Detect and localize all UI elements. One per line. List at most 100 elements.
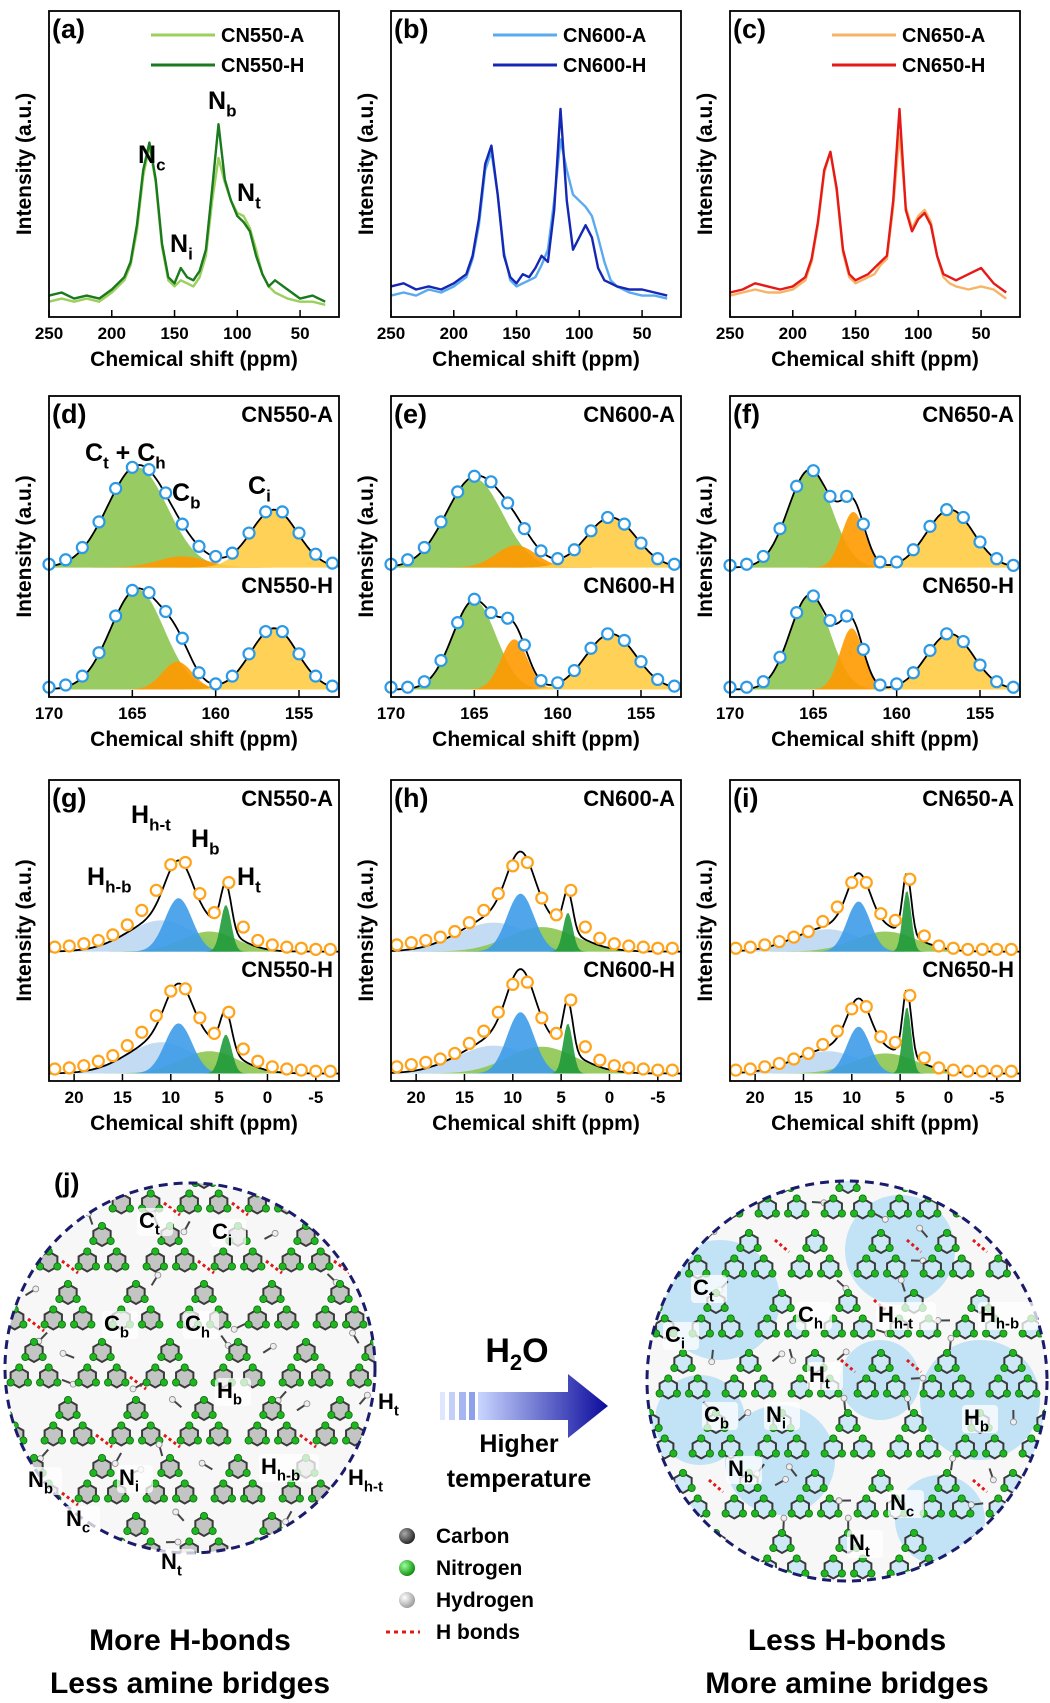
- ring: [277, 1540, 297, 1553]
- data-point: [390, 938, 404, 952]
- hydrogen-atom: [271, 1229, 279, 1237]
- y-axis-label: Intensity (a.u.): [13, 859, 36, 1001]
- nitrogen-atom: [172, 1378, 181, 1387]
- ring: [414, 1310, 431, 1330]
- ring: [433, 1226, 450, 1246]
- nitrogen-atom: [910, 1529, 919, 1538]
- nitrogen-atom: [1017, 1364, 1026, 1373]
- nitrogen-atom: [5, 1183, 13, 1188]
- data-point: [448, 924, 462, 939]
- nitrogen-atom: [705, 1449, 714, 1458]
- atom-label: Hh-t: [878, 1302, 913, 1333]
- data-point: [280, 940, 294, 954]
- data-point: [856, 517, 870, 531]
- ring: [823, 1437, 843, 1460]
- ring: [73, 1424, 93, 1447]
- hydrogen-atom: [897, 1276, 905, 1284]
- caption: More amine bridges: [705, 1667, 988, 1700]
- legend-label: CN550-H: [221, 55, 304, 77]
- nitrogen-atom: [70, 1204, 79, 1213]
- legend-label: CN650-A: [902, 25, 985, 47]
- bond: [718, 1160, 719, 1170]
- nitrogen-atom: [918, 1544, 927, 1553]
- label-backdrop: [183, 1311, 219, 1339]
- data-point: [651, 552, 665, 566]
- nitrogen-atom: [844, 1289, 853, 1298]
- bond: [401, 1234, 410, 1239]
- nitrogen-atom: [853, 1509, 862, 1518]
- nitrogen-atom: [1035, 1569, 1044, 1578]
- data-point: [225, 669, 239, 683]
- data-point: [634, 655, 648, 669]
- nitrogen-atom: [720, 1184, 729, 1193]
- atom-label: Hh-b: [261, 1454, 300, 1485]
- data-point: [178, 982, 192, 996]
- ring: [922, 1377, 942, 1400]
- data-point: [404, 1057, 418, 1072]
- ring: [330, 1514, 350, 1538]
- nitrogen-atom: [919, 1389, 928, 1398]
- nitrogen-atom: [121, 1262, 130, 1271]
- nitrogen-atom: [811, 1349, 820, 1358]
- nitrogen-atom: [868, 1244, 877, 1253]
- ring: [414, 1542, 431, 1562]
- nitrogen-atom: [64, 1396, 73, 1405]
- ring: [419, 1252, 436, 1272]
- ring: [24, 1224, 44, 1248]
- nitrogen-atom: [72, 1295, 81, 1304]
- nitrogen-atom: [189, 1262, 198, 1271]
- data-point: [859, 1000, 873, 1014]
- data-point: [856, 642, 870, 656]
- nitrogen-atom: [703, 1304, 712, 1313]
- nitrogen-atom: [703, 1184, 712, 1193]
- ring: [904, 1531, 924, 1555]
- bond: [352, 1334, 360, 1344]
- hydrogen-atom: [363, 1391, 371, 1399]
- atom-label: Ci: [665, 1322, 685, 1353]
- nitrogen-atom: [91, 1262, 100, 1271]
- ring: [772, 1531, 792, 1555]
- nitrogen-atom: [949, 1389, 958, 1398]
- ring: [345, 1192, 365, 1215]
- data-point: [607, 1059, 621, 1073]
- nitrogen-atom: [868, 1364, 877, 1373]
- bond: [420, 1158, 424, 1167]
- text-part: N: [890, 1490, 906, 1515]
- nitrogen-atom: [952, 1449, 961, 1458]
- nitrogen-atom: [329, 1436, 338, 1445]
- data-point: [135, 903, 149, 917]
- data-point: [617, 517, 631, 531]
- data-point: [242, 647, 256, 661]
- ring: [647, 1291, 660, 1315]
- data-point: [567, 543, 581, 557]
- data-point: [309, 547, 323, 561]
- nitrogen-atom: [712, 1169, 719, 1176]
- nitrogen-atom: [301, 1338, 310, 1347]
- nitrogen-atom: [219, 1363, 228, 1372]
- reagent: H2O: [485, 1332, 548, 1375]
- nitrogen-atom: [1027, 1554, 1036, 1563]
- hydrogen-atom: [904, 1395, 911, 1402]
- data-point: [564, 993, 578, 1007]
- ring: [706, 1531, 726, 1555]
- ring: [126, 1514, 146, 1538]
- nitrogen-atom: [159, 1262, 168, 1271]
- nitrogen-atom: [1018, 1449, 1027, 1458]
- nitrogen-atom: [432, 1495, 439, 1502]
- hydrogen-atom: [320, 1154, 326, 1160]
- data-point: [651, 672, 665, 687]
- ring: [853, 1557, 873, 1580]
- ring: [688, 1377, 708, 1400]
- nitrogen-atom: [966, 1269, 975, 1278]
- nitrogen-atom: [726, 1314, 735, 1323]
- ring: [345, 1540, 365, 1553]
- nitrogen-atom: [886, 1449, 895, 1458]
- ring: [107, 1250, 127, 1273]
- data-point: [192, 539, 206, 554]
- h-bond: [402, 1377, 418, 1389]
- hydrogen-atom: [989, 1476, 997, 1484]
- nitrogen-atom: [142, 1262, 151, 1271]
- ring: [194, 1398, 214, 1422]
- data-point: [578, 1040, 592, 1054]
